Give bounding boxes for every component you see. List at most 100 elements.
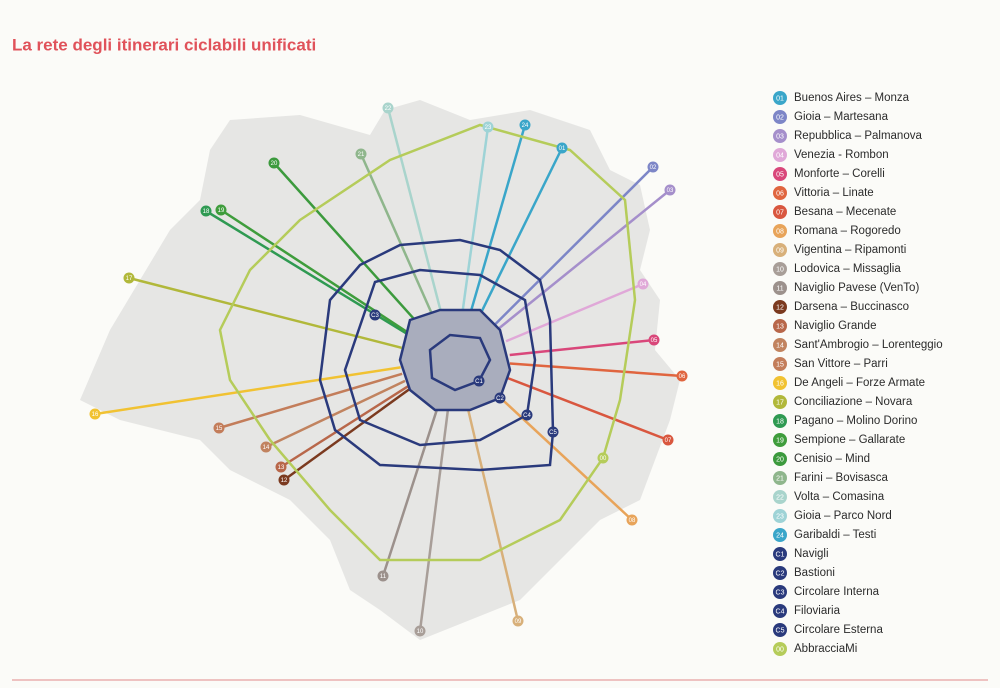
legend-badge bbox=[773, 167, 787, 181]
legend: 01 Buenos Aires – Monza 02 Gioia – Martesan… bbox=[773, 91, 943, 656]
legend-label: Besana – Mecenate bbox=[794, 206, 896, 218]
route-badge-label: 11 bbox=[380, 574, 387, 580]
route-badge-label: 22 bbox=[385, 106, 392, 112]
legend-code: 11 bbox=[776, 285, 783, 292]
route-badge bbox=[473, 375, 485, 387]
legend-badge bbox=[773, 129, 787, 143]
legend-badge bbox=[773, 186, 787, 200]
route-badge-label: 05 bbox=[651, 338, 658, 344]
route-badge bbox=[123, 272, 135, 284]
route-badge-label: C5 bbox=[549, 430, 557, 436]
legend-label: Vittoria – Linate bbox=[794, 187, 874, 199]
legend-badge bbox=[773, 300, 787, 314]
legend-badge bbox=[773, 395, 787, 409]
route-badge-label: 24 bbox=[522, 123, 529, 129]
route-badge-label: 03 bbox=[667, 188, 674, 194]
legend-label: Darsena – Buccinasco bbox=[794, 301, 909, 313]
legend-badge bbox=[773, 547, 787, 561]
legend-badge bbox=[773, 376, 787, 390]
route-badge bbox=[414, 625, 426, 637]
legend-label: Gioia – Parco Nord bbox=[794, 510, 892, 522]
legend-badge bbox=[773, 319, 787, 333]
legend-label: Naviglio Pavese (VenTo) bbox=[794, 282, 919, 294]
legend-label: Naviglio Grande bbox=[794, 320, 876, 332]
route-line bbox=[494, 392, 633, 521]
legend-code: 00 bbox=[776, 646, 784, 653]
legend-code: 08 bbox=[776, 228, 784, 235]
route-line bbox=[280, 385, 409, 469]
legend-code: 21 bbox=[776, 475, 784, 482]
title: La rete degli itinerari ciclabili unific… bbox=[12, 35, 316, 54]
ring-abbracciami bbox=[218, 123, 637, 562]
legend-badge bbox=[773, 338, 787, 352]
route-badge bbox=[547, 426, 559, 438]
legend-label: Farini – Bovisasca bbox=[794, 472, 889, 484]
route-badge-label: 01 bbox=[559, 146, 566, 152]
route-line bbox=[506, 376, 669, 442]
legend-badge bbox=[773, 281, 787, 295]
badges: 01 02 03 04 05 06 07 08 09 10 11 12 13 14 15 16 17 18 19 20… bbox=[89, 102, 688, 637]
route-badge bbox=[278, 474, 290, 486]
route-line bbox=[283, 387, 411, 482]
legend-badge bbox=[773, 433, 787, 447]
legend-code: 03 bbox=[776, 133, 784, 140]
legend-code: 17 bbox=[776, 399, 784, 406]
route-line bbox=[505, 282, 644, 343]
legend-label: Venezia - Rombon bbox=[794, 149, 889, 161]
route-badge-label: 00 bbox=[600, 456, 607, 462]
route-badge bbox=[355, 148, 367, 160]
legend-code: 02 bbox=[776, 114, 784, 121]
route-badge bbox=[260, 441, 272, 453]
legend-label: Circolare Esterna bbox=[794, 624, 883, 636]
legend-code: 07 bbox=[776, 209, 784, 216]
route-line bbox=[265, 379, 406, 449]
legend-code: 14 bbox=[776, 342, 784, 349]
route-badge-label: C2 bbox=[496, 396, 504, 402]
legend-code: 23 bbox=[776, 513, 784, 520]
legend-badge bbox=[773, 642, 787, 656]
route-badge-label: 17 bbox=[126, 276, 133, 282]
route-badge bbox=[275, 461, 287, 473]
legend-label: Vigentina – Ripamonti bbox=[794, 244, 906, 256]
legend-label: Sempione – Gallarate bbox=[794, 434, 905, 446]
legend-label: Monforte – Corelli bbox=[794, 168, 885, 180]
legend-code: C4 bbox=[776, 608, 785, 615]
legend-label: Sant'Ambrogio – Lorenteggio bbox=[794, 339, 943, 351]
route-badge bbox=[213, 422, 225, 434]
route-badge-label: 13 bbox=[278, 465, 285, 471]
legend-badge bbox=[773, 604, 787, 618]
legend-badge bbox=[773, 414, 787, 428]
route-badge bbox=[89, 408, 101, 420]
route-badge-label: C3 bbox=[371, 313, 379, 319]
route-line bbox=[218, 372, 403, 430]
legend-label: Bastioni bbox=[794, 567, 835, 579]
route-line bbox=[94, 366, 401, 416]
route-badge bbox=[626, 514, 638, 526]
route-badge-label: 21 bbox=[358, 152, 365, 158]
legend-code: 19 bbox=[776, 437, 784, 444]
legend-code: 18 bbox=[776, 418, 784, 425]
ring-c5 bbox=[318, 238, 555, 472]
legend-label: Circolare Interna bbox=[794, 586, 880, 598]
route-badge bbox=[676, 370, 688, 382]
route-badge-label: 23 bbox=[485, 125, 492, 131]
legend-code: 16 bbox=[776, 380, 784, 387]
legend-code: 05 bbox=[776, 171, 784, 178]
route-badge bbox=[377, 570, 389, 582]
legend-label: Cenisio – Mind bbox=[794, 453, 870, 465]
ring-c1 bbox=[428, 333, 492, 392]
legend-label: Pagano – Molino Dorino bbox=[794, 415, 917, 427]
route-line bbox=[386, 107, 443, 312]
route-badge bbox=[597, 452, 609, 464]
route-badge bbox=[268, 157, 280, 169]
route-badge-label: 09 bbox=[515, 619, 522, 625]
legend-badge bbox=[773, 585, 787, 599]
legend-code: 22 bbox=[776, 494, 784, 501]
route-badge bbox=[521, 409, 533, 421]
route-badge bbox=[519, 119, 531, 131]
legend-badge bbox=[773, 148, 787, 162]
legend-badge bbox=[773, 490, 787, 504]
legend-badge bbox=[773, 262, 787, 276]
route-badge-label: C4 bbox=[523, 413, 531, 419]
legend-code: 13 bbox=[776, 323, 784, 330]
